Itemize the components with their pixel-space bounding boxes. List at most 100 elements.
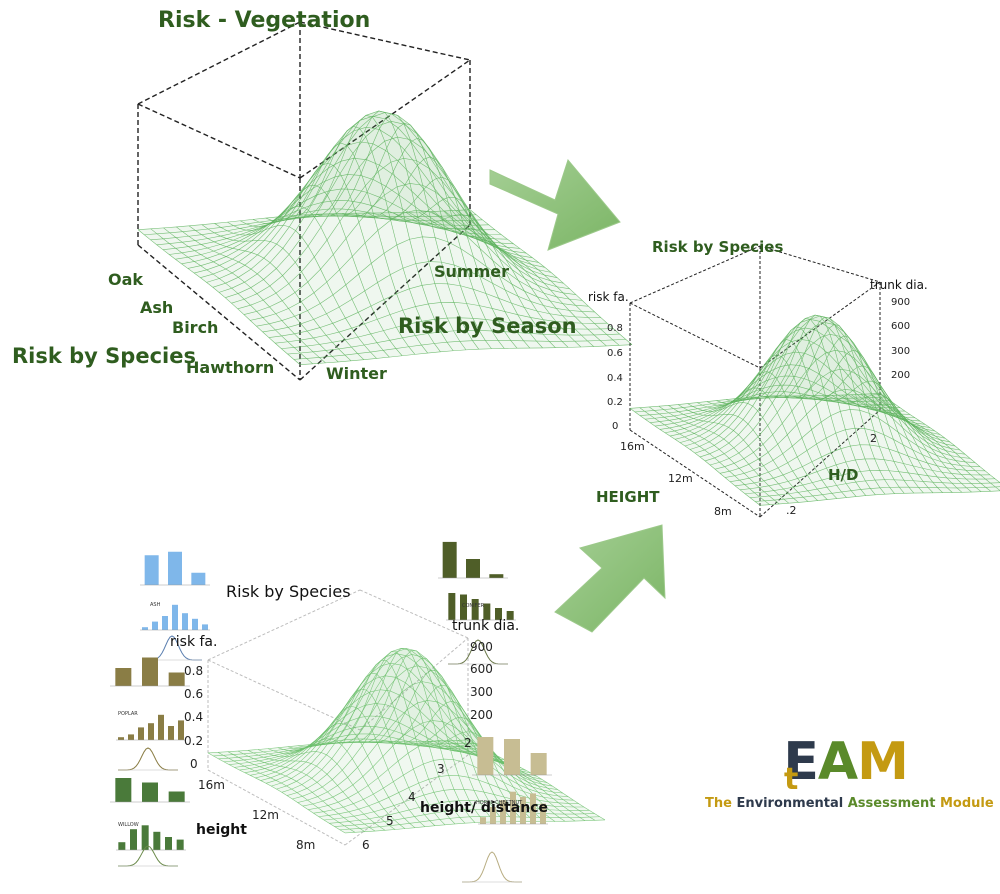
- surface-facet: [250, 300, 270, 312]
- surface-facet: [377, 314, 397, 331]
- surface-facet: [323, 736, 340, 744]
- right-z-tick: 0.4: [607, 373, 623, 384]
- top-species-axis-title: Risk by Species: [12, 344, 196, 368]
- surface-facet: [936, 455, 952, 465]
- surface-grid-line: [694, 315, 946, 454]
- surface-facet: [260, 777, 276, 784]
- surface-facet: [359, 726, 375, 734]
- surface-facet: [333, 734, 350, 742]
- top-season-axis-title: Risk by Season: [398, 314, 577, 338]
- surface-facet: [812, 395, 828, 399]
- surface-facet: [307, 269, 327, 293]
- surface-facet: [391, 127, 411, 150]
- surface-facet: [733, 402, 748, 417]
- surface-facet: [860, 444, 875, 459]
- surface-facet: [392, 691, 408, 719]
- surface-facet: [688, 408, 703, 413]
- surface-facet: [945, 450, 961, 458]
- surface-facet: [932, 470, 947, 478]
- season-label-winter: Winter: [326, 364, 387, 383]
- surface-facet: [926, 441, 942, 453]
- right-height-tick: 8m: [714, 505, 732, 518]
- surface-facet: [945, 444, 960, 450]
- surface-facet: [326, 741, 342, 759]
- surface-facet: [733, 439, 749, 454]
- surface-facet: [391, 113, 411, 126]
- surface-facet: [295, 246, 315, 272]
- surface-facet: [537, 310, 556, 322]
- surface-facet: [383, 781, 399, 798]
- surface-facet: [220, 240, 240, 247]
- surface-facet: [975, 470, 990, 475]
- surface-facet: [396, 324, 416, 338]
- surface-facet: [544, 813, 560, 818]
- surface-facet: [517, 776, 533, 788]
- surface-facet: [538, 269, 558, 278]
- surface-facet: [271, 782, 287, 790]
- surface-facet: [893, 461, 909, 473]
- surface-grid-line: [308, 740, 569, 810]
- surface-facet: [238, 252, 258, 266]
- surface-facet: [371, 299, 390, 320]
- surface-facet: [440, 725, 456, 739]
- surface-facet: [306, 766, 322, 779]
- surface-facet: [379, 186, 399, 204]
- surface-facet: [404, 124, 423, 149]
- surface-facet: [351, 323, 371, 338]
- bottom-height-tick: 8m: [296, 838, 316, 852]
- surface-facet: [940, 439, 955, 446]
- surface-facet: [355, 673, 371, 695]
- surface-facet: [238, 269, 258, 283]
- surface-facet: [342, 758, 358, 778]
- surface-grid-line: [250, 209, 583, 321]
- mini-bar: [168, 551, 182, 585]
- surface-facet: [493, 776, 509, 792]
- surface-facet: [802, 461, 817, 476]
- surface-facet: [276, 785, 292, 793]
- surface-facet: [926, 451, 942, 462]
- surface-facet: [492, 308, 512, 323]
- surface-facet: [888, 425, 904, 445]
- surface-facet: [689, 427, 704, 434]
- surface-facet: [353, 116, 373, 131]
- surface-facet: [269, 275, 289, 294]
- surface-facet: [531, 777, 548, 783]
- surface-facet: [899, 487, 914, 494]
- surface-facet: [866, 404, 881, 408]
- surface-facet: [317, 774, 333, 787]
- surface-facet: [869, 413, 884, 435]
- surface-facet: [349, 705, 365, 721]
- logo-a-letter: A: [817, 732, 858, 792]
- surface-facet: [339, 727, 355, 737]
- surface-facet: [435, 162, 455, 197]
- surface-facet: [383, 327, 403, 341]
- surface-facet: [485, 319, 505, 332]
- surface-facet: [343, 733, 360, 740]
- surface-facet: [556, 296, 576, 306]
- surface-facet: [466, 270, 486, 294]
- surface-facet: [498, 321, 518, 333]
- surface-facet: [762, 403, 778, 426]
- surface-facet: [839, 336, 855, 359]
- surface-facet: [308, 227, 328, 257]
- surface-facet: [282, 292, 302, 309]
- surface-facet: [773, 453, 788, 468]
- surface-facet: [329, 730, 345, 740]
- surface-facet: [419, 742, 435, 747]
- surface-facet: [543, 305, 563, 316]
- surface-facet: [332, 339, 352, 349]
- mini-bar: [442, 541, 457, 578]
- surface-facet: [265, 780, 282, 787]
- surface-grid-line: [744, 470, 996, 495]
- mini-bar: [168, 791, 185, 802]
- surface-facet: [702, 408, 718, 412]
- surface-facet: [233, 230, 253, 235]
- surface-facet: [474, 809, 490, 817]
- surface-facet: [494, 244, 514, 252]
- surface-facet: [498, 771, 514, 788]
- surface-facet: [931, 448, 947, 459]
- surface-grid-line: [231, 136, 564, 304]
- surface-facet: [453, 759, 469, 778]
- mini-bar: [144, 555, 159, 585]
